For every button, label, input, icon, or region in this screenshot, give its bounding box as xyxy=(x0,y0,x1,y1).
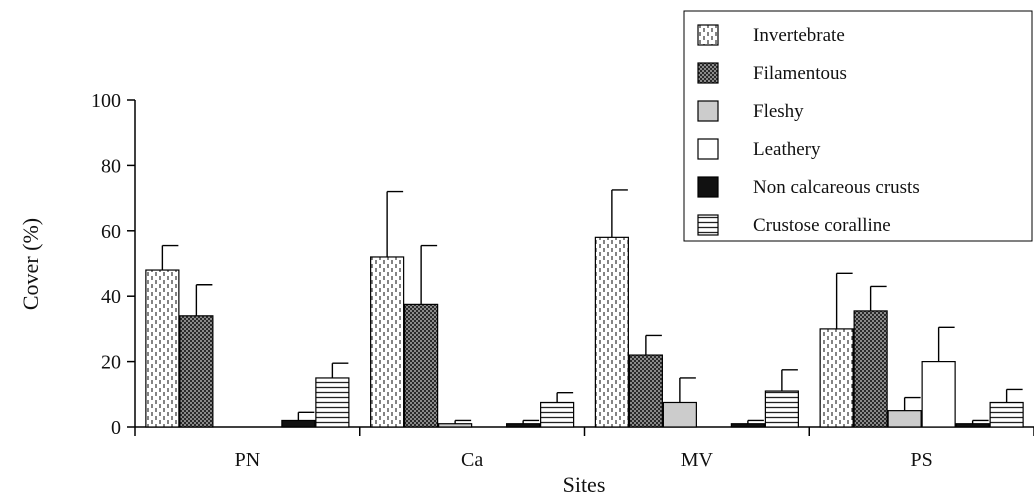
y-tick-label: 40 xyxy=(101,286,121,308)
legend-swatch xyxy=(697,176,719,198)
bar xyxy=(819,328,854,428)
legend-frame xyxy=(683,10,1033,242)
bar xyxy=(506,423,541,428)
x-tick-label: PN xyxy=(235,449,261,471)
bar xyxy=(145,269,180,428)
x-ticks: PN Ca MV PS xyxy=(134,427,1034,471)
bar xyxy=(662,401,697,428)
y-axis-title: Cover (%) xyxy=(18,218,43,310)
bar xyxy=(955,423,990,428)
bar xyxy=(628,354,663,428)
bar xyxy=(594,236,629,428)
x-tick-label: MV xyxy=(681,449,714,471)
legend-label: Non calcareous crusts xyxy=(753,177,920,198)
legend-swatch xyxy=(697,138,719,160)
y-tick-label: 100 xyxy=(91,90,121,112)
bar xyxy=(370,256,405,428)
bar xyxy=(179,315,214,428)
y-tick-label: 20 xyxy=(101,352,121,374)
y-tick-label: 60 xyxy=(101,221,121,243)
y-ticks: 0 20 40 60 80 100 xyxy=(91,90,135,439)
bar xyxy=(764,390,799,428)
bars xyxy=(145,189,1024,428)
legend-swatch xyxy=(697,100,719,122)
legend-swatch xyxy=(697,24,719,46)
bar xyxy=(438,423,473,428)
bar xyxy=(315,377,350,428)
y-tick-label: 0 xyxy=(111,417,121,439)
x-tick-label: PS xyxy=(911,449,933,471)
bar xyxy=(921,361,956,428)
legend-label: Invertebrate xyxy=(753,25,845,46)
legend-label: Fleshy xyxy=(753,101,804,122)
bar xyxy=(730,423,765,428)
x-axis-title: Sites xyxy=(563,472,606,497)
legend-swatch xyxy=(697,62,719,84)
legend: Invertebrate Filamentous Fleshy Leathery Non… xyxy=(683,10,1033,242)
bar xyxy=(404,303,439,428)
bar xyxy=(989,401,1024,428)
bar xyxy=(887,410,922,428)
legend-label: Filamentous xyxy=(753,63,847,84)
bar xyxy=(853,310,888,428)
y-tick-label: 80 xyxy=(101,155,121,177)
legend-label: Leathery xyxy=(753,139,821,160)
bar xyxy=(540,401,575,428)
bar xyxy=(281,419,316,428)
legend-swatch xyxy=(697,214,719,236)
legend-label: Crustose coralline xyxy=(753,215,891,236)
x-tick-label: Ca xyxy=(461,449,483,471)
